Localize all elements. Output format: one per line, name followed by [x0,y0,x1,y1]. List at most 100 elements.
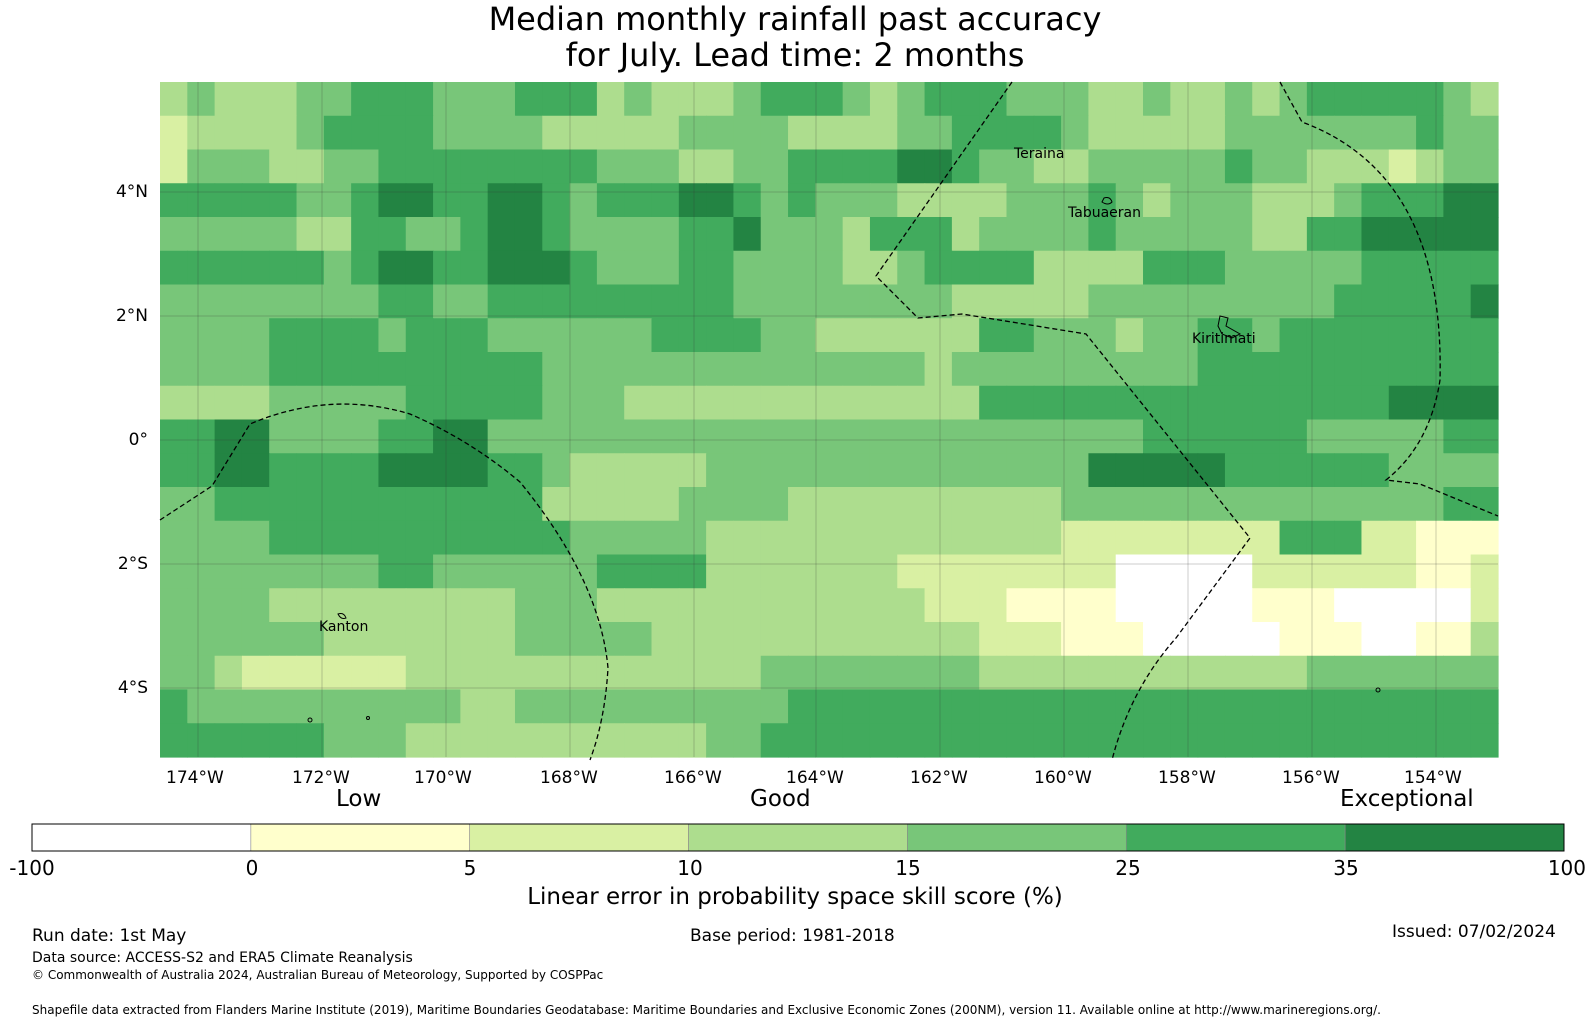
skill-cell [569,149,598,184]
skill-cell [815,250,844,286]
skill-cell [624,284,653,319]
skill-cell [924,520,953,556]
skill-cell [269,554,298,589]
skill-cell [1197,588,1226,623]
skill-cell [1061,250,1090,286]
skill-cell [733,723,762,758]
skill-cell [1443,250,1472,286]
skill-cell [1197,149,1226,184]
skill-cell [897,520,926,556]
skill-cell [733,318,762,353]
skill-cell [1115,115,1144,151]
skill-cell [1279,655,1308,691]
skill-cell [760,723,789,758]
skill-cell [1361,453,1390,488]
skill-cell [1224,487,1253,522]
skill-cell [1197,655,1226,691]
skill-cell [487,689,516,724]
colorbar-swatch [688,823,908,852]
colorbar-category-low: Low [336,786,382,812]
skill-cell [1252,250,1281,286]
skill-cell [1197,622,1226,657]
skill-cell [1470,385,1499,421]
skill-cell [214,284,243,319]
skill-cell [897,655,926,691]
skill-cell [460,655,489,691]
skill-cell [1033,419,1062,454]
skill-cell [869,453,898,488]
skill-cell [187,419,216,454]
skill-cell [1388,655,1417,691]
skill-cell [187,352,216,387]
skill-cell [514,622,543,657]
skill-cell [1061,520,1090,556]
colorbar-swatch [469,823,689,852]
skill-cell [1033,487,1062,522]
skill-cell [351,487,380,522]
skill-cell [1033,284,1062,319]
skill-cell [214,318,243,353]
skill-cell [351,183,380,218]
skill-cell [733,487,762,522]
skill-cell [596,385,625,421]
skill-cell [1361,655,1390,691]
skill-cell [187,689,216,724]
skill-cell [1470,554,1499,589]
skill-cell [1388,250,1417,286]
skill-cell [378,82,407,117]
skill-cell [678,655,707,691]
skill-cell [897,318,926,353]
skill-cell [1033,149,1062,184]
skill-cell [487,284,516,319]
skill-cell [951,385,980,421]
skill-cell [979,554,1008,589]
skill-cell [1224,149,1253,184]
skill-cell [460,183,489,218]
skill-cell [269,82,298,117]
skill-cell [1306,183,1335,218]
skill-cell [1033,385,1062,421]
lon-tick-label: 168°W [540,768,598,788]
place-label-kanton: Kanton [319,619,369,635]
skill-cell [1115,723,1144,758]
skill-cell [1306,385,1335,421]
skill-cell [351,82,380,117]
skill-cell [624,115,653,151]
skill-cell [733,622,762,657]
skill-cell [378,419,407,454]
skill-cell [405,284,434,319]
skill-cell [1470,655,1499,691]
skill-cell [1361,250,1390,286]
skill-cell [897,487,926,522]
skill-cell [241,352,270,387]
skill-cell [351,689,380,724]
skill-cell [187,183,216,218]
skill-cell [869,352,898,387]
colorbar-tick-label: 5 [463,856,477,880]
skill-cell [1470,82,1499,117]
skill-cell [378,554,407,589]
skill-cell [760,622,789,657]
skill-cell [1061,82,1090,117]
skill-cell [815,723,844,758]
skill-cell [1006,622,1035,657]
skill-cell [869,149,898,184]
skill-cell [269,217,298,252]
skill-cell [487,115,516,151]
skill-cell [1388,284,1417,319]
skill-cell [1170,689,1199,724]
skill-cell [214,622,243,657]
skill-cell [323,149,352,184]
skill-cell [1252,318,1281,353]
skill-cell [269,419,298,454]
skill-cell [569,318,598,353]
skill-cell [624,453,653,488]
skill-cell [979,82,1008,117]
skill-cell [1252,149,1281,184]
skill-cell [514,520,543,556]
skill-cell [1033,250,1062,286]
skill-cell [1388,352,1417,387]
skill-cell [187,115,216,151]
skill-cell [1224,115,1253,151]
skill-cell [1252,352,1281,387]
